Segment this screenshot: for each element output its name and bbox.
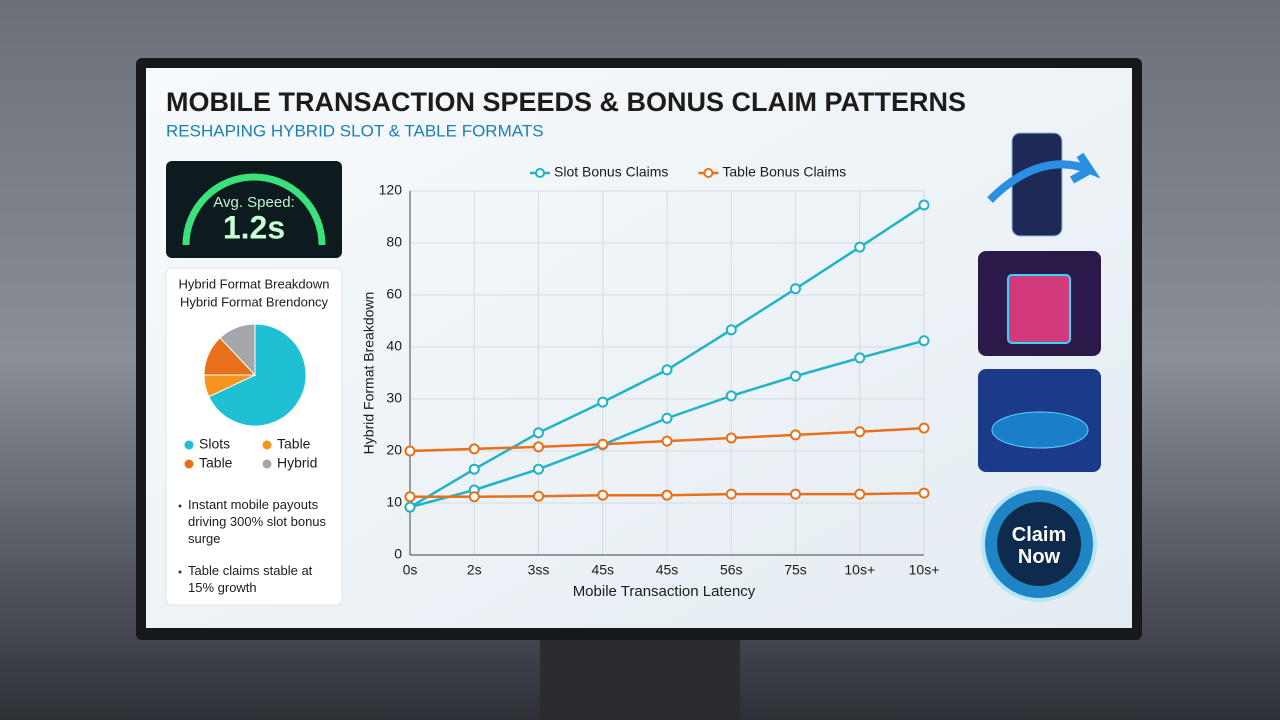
y-tick-label: 30 — [386, 390, 402, 406]
x-tick-label: 10s+ — [844, 562, 875, 578]
x-tick-label: 75s — [784, 562, 807, 578]
data-point — [790, 429, 801, 441]
x-tick-label: 45s — [591, 562, 614, 578]
breakdown-title: Hybrid Format Breakdown — [179, 276, 330, 291]
claim-label[interactable]: Claim Now — [1012, 524, 1066, 568]
data-point — [918, 199, 930, 211]
slot-machine — [1007, 274, 1071, 344]
data-point — [918, 487, 930, 499]
data-point — [661, 364, 673, 376]
title: MOBILE TRANSACTION SPEEDS & BONUS CLAIM … — [166, 87, 966, 117]
bullet-dot — [178, 504, 182, 508]
speed-value: 1.2s — [223, 209, 285, 245]
data-point — [790, 488, 801, 500]
x-tick-label: 3ss — [528, 562, 550, 578]
data-point — [918, 422, 930, 434]
legend-marker — [535, 168, 545, 178]
data-point — [661, 435, 673, 447]
data-point — [725, 324, 737, 336]
data-point — [404, 501, 416, 513]
data-point — [661, 412, 673, 424]
note-bullet: Table claims stable at 15% growth — [188, 563, 313, 595]
data-point — [790, 283, 801, 295]
data-point — [725, 488, 737, 500]
data-point — [661, 489, 673, 501]
pie-chart: Slots Table Table Hybrid — [184, 323, 317, 471]
speed-label: Avg. Speed: — [213, 194, 294, 211]
legend-swatch — [262, 440, 272, 450]
line-chart: 0 10 20 30 40 60 80 120 0s 2s 3ss 45s 45s 56s 75s 10s+ 1… — [379, 164, 940, 578]
legend-swatch — [262, 459, 272, 469]
data-point — [918, 335, 930, 347]
data-point — [533, 441, 544, 453]
data-point — [468, 463, 480, 475]
x-tick-label: 2s — [467, 562, 482, 578]
x-axis-label: Mobile Transaction Latency — [573, 583, 756, 600]
data-point — [597, 489, 609, 501]
data-point — [597, 396, 609, 408]
data-point — [854, 241, 866, 253]
data-point — [404, 445, 416, 457]
y-tick-label: 20 — [386, 442, 402, 458]
legend-swatch — [184, 459, 194, 469]
y-tick-label: 10 — [386, 494, 402, 510]
note-bullet: Instant mobile payouts driving 300% slot … — [188, 497, 327, 546]
data-point — [533, 490, 544, 502]
breakdown-card — [165, 267, 343, 606]
speed-card — [166, 161, 342, 258]
data-point — [468, 443, 480, 455]
legend-label: Table Bonus Claims — [722, 164, 846, 180]
bullet-dot — [178, 570, 182, 574]
x-tick-label: 56s — [720, 562, 743, 578]
legend-swatch — [184, 440, 194, 450]
y-tick-label: 60 — [386, 286, 402, 302]
legend-label: Slots — [199, 436, 230, 452]
data-point — [597, 438, 609, 450]
x-tick-label: 10s+ — [909, 562, 940, 578]
claim-button[interactable] — [997, 502, 1081, 586]
legend-marker — [703, 168, 714, 178]
legend-label: Table — [277, 436, 311, 452]
data-point — [533, 427, 544, 439]
x-tick-label: 0s — [403, 562, 418, 578]
y-tick-label: 120 — [379, 182, 403, 198]
data-point — [854, 426, 866, 438]
data-point — [790, 370, 801, 382]
notes: Instant mobile payouts driving 300% slot … — [178, 497, 327, 595]
legend-label: Slot Bonus Claims — [554, 164, 668, 180]
arrow-icon — [987, 152, 1101, 203]
y-axis-label: Hybrid Format Breakdown — [361, 292, 377, 455]
y-tick-label: 80 — [386, 234, 402, 250]
phone-icon — [1011, 132, 1063, 237]
pie-slice — [219, 323, 256, 377]
legend-label: Table — [199, 455, 233, 471]
data-point — [533, 463, 544, 475]
data-point — [725, 390, 737, 402]
speed-gauge — [182, 173, 326, 246]
x-tick-label: 45s — [656, 562, 679, 578]
y-tick-label: 40 — [386, 338, 402, 354]
subtitle: RESHAPING HYBRID SLOT & TABLE FORMATS — [166, 121, 544, 140]
data-point — [725, 432, 737, 444]
pie-slice — [208, 323, 307, 427]
y-tick-label: 0 — [394, 546, 402, 562]
breakdown-subtitle: Hybrid Format Brendoncy — [180, 294, 329, 309]
data-point — [854, 488, 866, 500]
monitor-stand — [540, 630, 740, 720]
data-point — [854, 352, 866, 364]
legend-label: Hybrid — [277, 455, 317, 471]
data-point — [404, 491, 416, 503]
data-point — [468, 491, 480, 503]
table-top — [991, 411, 1089, 449]
